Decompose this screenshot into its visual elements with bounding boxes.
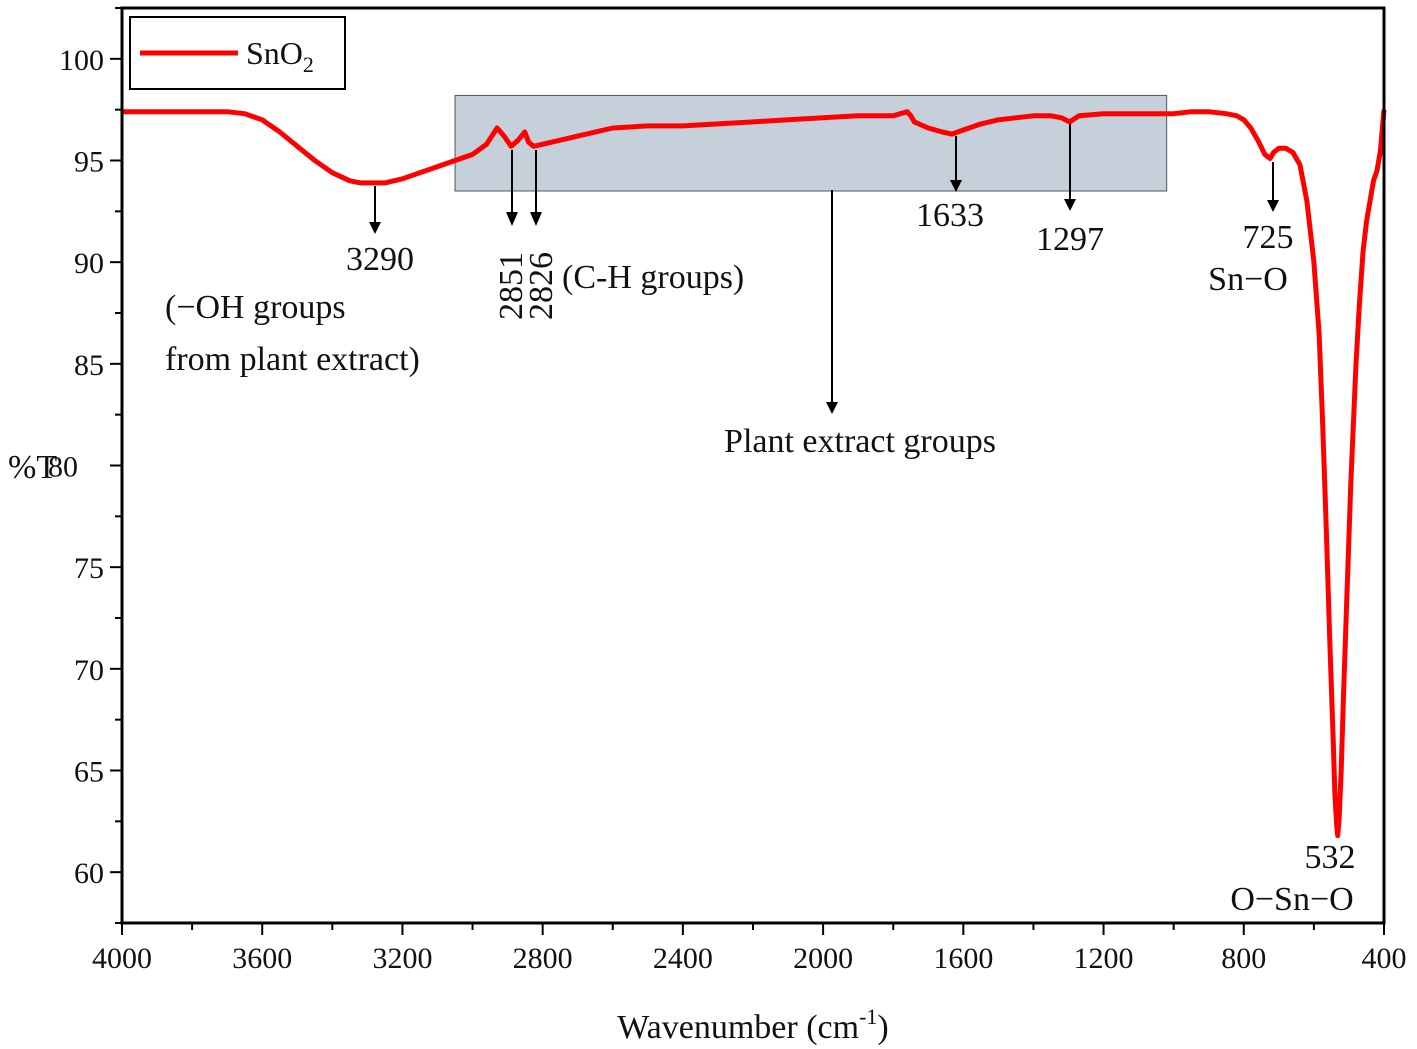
plot-frame bbox=[120, 6, 1386, 925]
x-axis-title: Wavenumber (cm-1) bbox=[617, 1004, 888, 1046]
arrowhead-2851 bbox=[506, 212, 518, 226]
highlight-region bbox=[454, 94, 1168, 192]
arrowhead-3290 bbox=[369, 222, 381, 234]
y-tick-label: 65 bbox=[74, 756, 104, 789]
legend-label-subscript: 2 bbox=[303, 52, 314, 77]
arrowhead-1633 bbox=[950, 180, 962, 192]
arrowhead-1297 bbox=[1064, 199, 1076, 211]
series-line-sno2 bbox=[122, 109, 1387, 839]
label-ch-groups: (C-H groups) bbox=[562, 259, 744, 296]
y-tick-label: 75 bbox=[74, 552, 104, 585]
x-tick-label: 2000 bbox=[793, 942, 853, 975]
y-tick-label: 80 bbox=[48, 451, 78, 484]
label-peak-2851: 2851 bbox=[493, 252, 530, 320]
x-axis-title-close: ) bbox=[877, 1009, 888, 1046]
x-tick-label: 4000 bbox=[92, 942, 152, 975]
x-tick-label: 2400 bbox=[653, 942, 713, 975]
y-axis-title: %T bbox=[8, 449, 57, 486]
y-tick-label: 70 bbox=[74, 654, 104, 687]
x-tick-label: 3600 bbox=[232, 942, 292, 975]
label-peak-1297: 1297 bbox=[1036, 221, 1104, 258]
x-tick-label: 800 bbox=[1221, 942, 1266, 975]
major-ticks bbox=[110, 57, 1385, 935]
label-o-sn-o: O−Sn−O bbox=[1230, 881, 1353, 918]
label-peak-3290: 3290 bbox=[346, 241, 414, 278]
y-tick-label: 60 bbox=[74, 857, 104, 890]
label-peak-532: 532 bbox=[1305, 839, 1356, 876]
arrowhead-plant-extract bbox=[826, 402, 838, 414]
y-tick-label: 85 bbox=[74, 349, 104, 382]
arrowhead-725 bbox=[1267, 200, 1279, 212]
arrowhead-2826 bbox=[530, 212, 542, 226]
label-peak-2826: 2826 bbox=[523, 252, 560, 320]
y-tick-label: 100 bbox=[59, 44, 104, 77]
x-tick-label: 2800 bbox=[513, 942, 573, 975]
y-tick-label: 90 bbox=[74, 247, 104, 280]
label-oh-line1: (−OH groups bbox=[165, 289, 346, 326]
y-tick-labels: 60 65 70 75 80 85 90 95 100 bbox=[48, 44, 104, 890]
label-plant-extract-groups: Plant extract groups bbox=[724, 423, 996, 460]
x-tick-label: 1600 bbox=[933, 942, 993, 975]
label-peak-1633: 1633 bbox=[916, 197, 984, 234]
x-axis-title-superscript: -1 bbox=[859, 1004, 877, 1029]
x-tick-label: 1200 bbox=[1074, 942, 1134, 975]
label-oh-line2: from plant extract) bbox=[165, 341, 420, 378]
label-sn-o: Sn−O bbox=[1208, 261, 1288, 298]
y-tick-label: 95 bbox=[74, 146, 104, 179]
legend-label: SnO2 bbox=[246, 35, 314, 77]
label-peak-725: 725 bbox=[1243, 219, 1294, 256]
annotation-arrows bbox=[369, 124, 1279, 414]
x-tick-labels: 4000 3600 3200 2800 2400 2000 1600 1200 800 400 bbox=[92, 942, 1407, 975]
x-tick-label: 3200 bbox=[372, 942, 432, 975]
x-tick-label: 400 bbox=[1362, 942, 1407, 975]
legend: SnO2 bbox=[129, 16, 346, 90]
